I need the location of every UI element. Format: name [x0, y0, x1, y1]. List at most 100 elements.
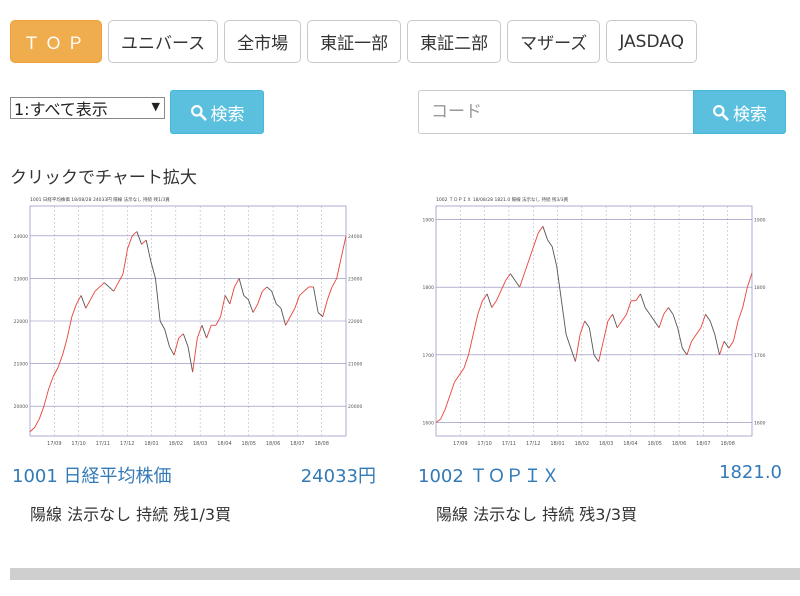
price-segment [737, 307, 744, 322]
price-segment [477, 300, 483, 315]
price-segment [663, 307, 669, 315]
x-tick-label: 18/06 [672, 441, 686, 447]
price-segment [43, 389, 50, 407]
price-segment [519, 273, 525, 288]
price-segment [29, 427, 35, 433]
price-segment [635, 293, 641, 301]
price-segment [542, 226, 548, 240]
price-segment [182, 333, 189, 347]
y-tick-label-right: 22000 [348, 319, 362, 325]
price-segment [598, 341, 604, 362]
price-segment [331, 278, 338, 288]
tab-mothers[interactable]: マザーズ [507, 20, 601, 63]
y-tick-label-left: 24000 [14, 234, 28, 240]
price-segment [463, 354, 469, 369]
tab-tse2[interactable]: 東証二部 [407, 20, 502, 63]
price-segment [742, 287, 748, 308]
chart-title-link[interactable]: 1002 ＴＯＰＩＸ [418, 466, 560, 487]
price-segment [76, 295, 82, 305]
price-segment [215, 316, 221, 326]
price-segment [584, 320, 590, 329]
x-tick-label: 18/05 [648, 441, 662, 447]
price-segment [247, 299, 254, 313]
x-tick-label: 18/06 [266, 441, 280, 447]
y-tick-label-right: 1800 [754, 285, 766, 291]
price-segment [440, 408, 446, 420]
price-segment [99, 282, 105, 288]
price-segment [266, 286, 272, 292]
price-segment [644, 307, 651, 315]
price-segment [514, 280, 521, 288]
price-segment [262, 286, 268, 292]
market-tabs: ＴＯＰ ユニバース 全市場 東証一部 東証二部 マザーズ JASDAQ [10, 20, 697, 63]
x-tick-label: 18/02 [575, 441, 589, 447]
tab-jasdaq[interactable]: JASDAQ [606, 20, 697, 63]
price-segment [533, 232, 539, 247]
price-segment [612, 314, 618, 328]
chart-topix[interactable]: 1002 ＴＯＰＩＸ 18/08/28 1821.0 陽線 法示なし 持続 残3… [414, 192, 776, 458]
price-segment [243, 295, 249, 301]
price-segment [691, 334, 697, 342]
price-segment [616, 320, 623, 329]
filter-select[interactable]: 1:すべて表示 ▼ [10, 97, 165, 119]
x-tick-label: 18/07 [696, 441, 710, 447]
price-segment [313, 286, 319, 313]
price-segment [145, 239, 152, 262]
y-tick-label-right: 24000 [348, 234, 362, 240]
chart-status: 陽線 法示なし 持続 残3/3買 [436, 505, 638, 524]
price-segment [289, 308, 296, 317]
price-segment [449, 381, 456, 396]
price-segment [271, 291, 277, 305]
price-segment [654, 320, 660, 329]
chart-header-text: 1002 ＴＯＰＩＸ 18/08/28 1821.0 陽線 法示なし 持続 残3… [436, 196, 569, 203]
price-segment [150, 261, 156, 279]
x-tick-label: 18/08 [314, 441, 328, 447]
dropdown-arrow-icon: ▼ [151, 100, 160, 113]
code-input[interactable] [418, 90, 694, 134]
price-segment [340, 235, 347, 258]
price-segment [658, 314, 665, 328]
price-segment [80, 295, 87, 309]
price-segment [108, 286, 114, 292]
price-segment [649, 313, 655, 322]
price-segment [155, 278, 161, 322]
tab-top[interactable]: ＴＯＰ [10, 20, 102, 63]
chart-header-text: 1001 日経平均株価 18/08/28 24033円 陽線 法示なし 持続 残… [30, 196, 170, 203]
code-search-label: 検索 [733, 104, 767, 125]
price-segment [482, 293, 488, 301]
tab-all-markets[interactable]: 全市場 [224, 20, 302, 63]
x-tick-label: 18/03 [193, 441, 207, 447]
filter-search-button[interactable]: 検索 [170, 90, 264, 134]
search-icon [713, 104, 729, 121]
filter-search-label: 検索 [210, 104, 245, 125]
code-search-button[interactable]: 検索 [693, 90, 786, 134]
tab-tse1[interactable]: 東証一部 [307, 20, 402, 63]
price-segment [131, 231, 138, 237]
y-tick-label-left: 23000 [14, 276, 28, 282]
y-tick-label-right: 1900 [754, 218, 766, 224]
chart-title-link[interactable]: 1001 日経平均株価 [12, 466, 172, 487]
chart-price: 1821.0 [719, 462, 782, 483]
price-segment [667, 307, 674, 315]
price-segment [593, 354, 600, 362]
price-segment [746, 272, 753, 288]
price-segment [136, 231, 142, 245]
chart-nikkei[interactable]: 1001 日経平均株価 18/08/28 24033円 陽線 法示なし 持続 残… [8, 192, 370, 458]
price-segment [294, 295, 300, 309]
price-segment [607, 313, 613, 322]
chart-status: 陽線 法示なし 持続 残1/3買 [30, 505, 232, 524]
x-tick-label: 18/03 [599, 441, 613, 447]
price-segment [85, 299, 91, 309]
price-segment [104, 282, 110, 288]
x-tick-label: 18/05 [242, 441, 256, 447]
price-segment [547, 239, 553, 247]
x-tick-label: 17/10 [71, 441, 85, 447]
price-segment [285, 316, 291, 326]
price-segment [719, 341, 725, 355]
price-segment [672, 314, 679, 328]
price-segment [640, 293, 646, 308]
tab-universe[interactable]: ユニバース [108, 20, 219, 63]
price-segment [491, 300, 497, 308]
footer-bar [10, 568, 800, 580]
y-tick-label-left: 1900 [423, 218, 435, 224]
